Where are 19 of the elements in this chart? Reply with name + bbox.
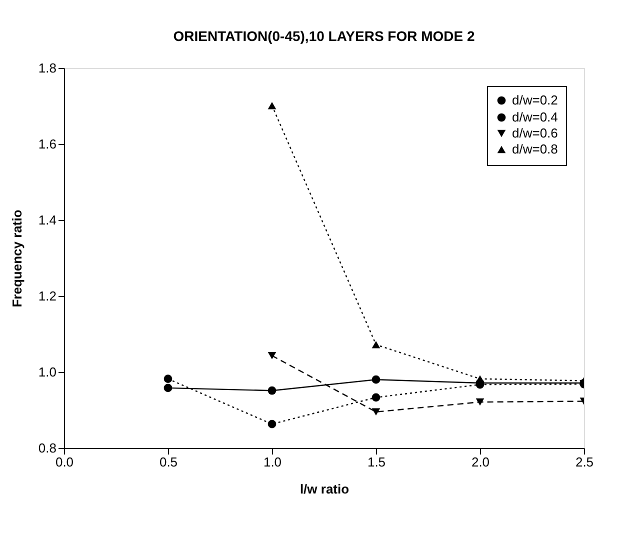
- y-axis-title: Frequency ratio: [9, 210, 24, 308]
- x-axis-title: l/w ratio: [300, 482, 350, 496]
- legend-label: d/w=0.8: [512, 142, 558, 156]
- y-tick-label: 1.0: [38, 364, 56, 380]
- x-tick-label: 0.5: [159, 454, 178, 470]
- legend-label: d/w=0.6: [512, 126, 558, 140]
- y-tick-label: 1.4: [38, 212, 56, 228]
- x-tick-label: 2.0: [471, 454, 490, 470]
- x-tick-label: 2.5: [575, 454, 594, 470]
- y-tick-label: 0.8: [38, 440, 56, 456]
- y-tick-label: 1.8: [38, 60, 56, 76]
- legend-label: d/w=0.2: [512, 92, 558, 108]
- y-tick-label: 1.6: [38, 136, 56, 152]
- x-tick-label: 1.5: [367, 454, 386, 470]
- chart-title: ORIENTATION(0-45),10 LAYERS FOR MODE 2: [173, 28, 475, 44]
- x-tick-label: 0.0: [55, 454, 74, 470]
- y-tick-label: 1.2: [38, 288, 56, 304]
- legend-label: d/w=0.4: [512, 110, 558, 124]
- x-tick-label: 1.0: [263, 454, 282, 470]
